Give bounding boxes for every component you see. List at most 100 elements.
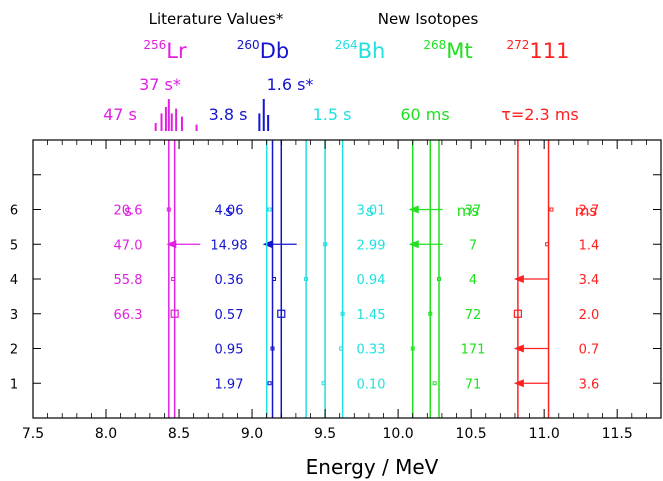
literature-spectrum-group xyxy=(154,99,270,131)
literature-value-lr: 37 s* xyxy=(139,75,181,94)
isotope-name-mt: 268Mt xyxy=(423,38,472,63)
element-symbol-mt: Mt xyxy=(446,39,472,63)
escape-arrowhead-e111 xyxy=(513,344,524,353)
x-axis-label: Energy / MeV xyxy=(306,455,439,479)
unit-label-lr: s xyxy=(124,202,132,220)
element-symbol-e111: 111 xyxy=(529,39,569,63)
half-life-e111: τ=2.3 ms xyxy=(501,105,579,124)
x-tick-label: 9.5 xyxy=(314,426,336,442)
unit-label-e111: ms xyxy=(575,202,598,220)
data-point-bh xyxy=(267,207,272,212)
decay-value-e111: 2.7 xyxy=(579,204,600,219)
new-isotopes-label: New Isotopes xyxy=(378,10,479,28)
decay-value-e111: 0.7 xyxy=(579,343,600,358)
mass-number-bh: 264 xyxy=(335,38,358,52)
x-tick-label: 10.5 xyxy=(456,426,487,442)
decay-value-bh: 2.99 xyxy=(357,238,386,253)
y-tick-label: 1 xyxy=(10,377,18,392)
decay-value-lr: 55.8 xyxy=(114,273,143,288)
x-tick-label: 8.5 xyxy=(168,426,190,442)
decay-value-db: 0.57 xyxy=(215,308,244,323)
data-point-lr xyxy=(171,277,176,281)
escape-arrowhead-mt xyxy=(408,240,419,249)
data-point-mt xyxy=(410,346,415,351)
decay-value-mt: 37 xyxy=(465,204,482,219)
y-tick-label: 6 xyxy=(10,204,18,219)
data-point-db xyxy=(267,381,272,386)
isotope-name-e111: 272111 xyxy=(507,38,570,63)
x-tick-label: 10.0 xyxy=(383,426,414,442)
escape-arrowhead-e111 xyxy=(513,379,524,388)
escape-arrowhead-mt xyxy=(408,205,419,214)
decay-value-mt: 71 xyxy=(465,377,482,392)
y-tick-label: 2 xyxy=(10,343,18,358)
axes-group: 7.5 8.0 8.5 9.0 9.5 10.0 10.5 11.0 11.5 1 2 3 4 5 6 xyxy=(10,139,662,442)
x-tick-label: 7.5 xyxy=(22,426,44,442)
data-square-lr xyxy=(170,309,179,318)
decay-value-bh: 0.10 xyxy=(357,377,386,392)
y-tick-label: 5 xyxy=(10,238,18,253)
element-symbol-lr: Lr xyxy=(166,39,187,63)
data-point-db xyxy=(271,277,276,281)
data-point-bh xyxy=(339,346,344,351)
decay-value-e111: 1.4 xyxy=(579,238,600,253)
decay-value-e111: 2.0 xyxy=(579,308,600,323)
data-point-e111 xyxy=(545,242,550,247)
decay-value-lr: 47.0 xyxy=(114,238,143,253)
data-square-e111 xyxy=(513,309,522,318)
decay-value-db: 1.97 xyxy=(215,377,244,392)
literature-value-db: 1.6 s* xyxy=(267,75,314,94)
data-point-bh xyxy=(323,242,328,247)
data-square-db xyxy=(277,309,286,318)
unit-label-mt: ms xyxy=(457,202,480,220)
decay-value-bh: 0.33 xyxy=(357,343,386,358)
data-point-bh xyxy=(304,277,309,281)
plot-area: s20.647.055.866.3s4.0614.980.360.570.951… xyxy=(114,140,600,418)
decay-value-bh: 0.94 xyxy=(357,273,386,288)
decay-value-e111: 3.4 xyxy=(579,273,600,288)
x-tick-label: 8.0 xyxy=(95,426,117,442)
mass-number-db: 260 xyxy=(237,38,260,52)
decay-value-lr: 66.3 xyxy=(114,308,143,323)
isotope-name-db: 260Db xyxy=(237,38,289,63)
element-symbol-bh: Bh xyxy=(358,39,386,63)
x-tick-label: 9.0 xyxy=(241,426,263,442)
x-tick-label: 11.5 xyxy=(602,426,633,442)
y-tick-label: 3 xyxy=(10,308,18,323)
data-point-db xyxy=(270,346,275,351)
y-tick-label: 4 xyxy=(10,273,18,288)
unit-label-db: s xyxy=(225,202,233,220)
decay-value-mt: 171 xyxy=(461,343,486,358)
unit-label-bh: s xyxy=(366,202,374,220)
data-point-bh xyxy=(340,311,345,316)
data-point-mt xyxy=(437,277,442,281)
decay-value-mt: 4 xyxy=(469,273,477,288)
decay-value-db: 0.36 xyxy=(215,273,244,288)
isotope-name-lr: 256Lr xyxy=(143,38,187,63)
half-life-bh: 1.5 s xyxy=(313,105,352,124)
mass-number-mt: 268 xyxy=(423,38,446,52)
decay-value-bh: 1.45 xyxy=(357,308,386,323)
decay-value-mt: 7 xyxy=(469,238,477,253)
escape-arrowhead-db xyxy=(262,240,273,249)
data-point-bh xyxy=(321,381,326,386)
data-point-lr xyxy=(166,207,171,212)
literature-values-label: Literature Values* xyxy=(149,10,284,28)
decay-value-lr: 20.6 xyxy=(114,204,143,219)
mass-number-lr: 256 xyxy=(143,38,166,52)
data-point-mt xyxy=(428,311,433,316)
data-point-mt xyxy=(432,381,437,386)
decay-value-db: 14.98 xyxy=(210,238,247,253)
escape-arrowhead-e111 xyxy=(513,275,524,283)
decay-value-db: 0.95 xyxy=(215,343,244,358)
half-life-db: 3.8 s xyxy=(209,105,248,124)
escape-arrowhead-lr xyxy=(166,240,177,249)
isotope-name-bh: 264Bh xyxy=(335,38,386,63)
half-life-lr: 47 s xyxy=(103,105,137,124)
decay-value-db: 4.06 xyxy=(215,204,244,219)
element-symbol-db: Db xyxy=(260,39,290,63)
isotope-header-group: 256Lr 37 s*47 s 260Db 1.6 s* 3.8 s 264Bh 1.5 s… xyxy=(103,38,579,124)
half-life-mt: 60 ms xyxy=(400,105,449,124)
x-tick-label: 11.0 xyxy=(529,426,560,442)
